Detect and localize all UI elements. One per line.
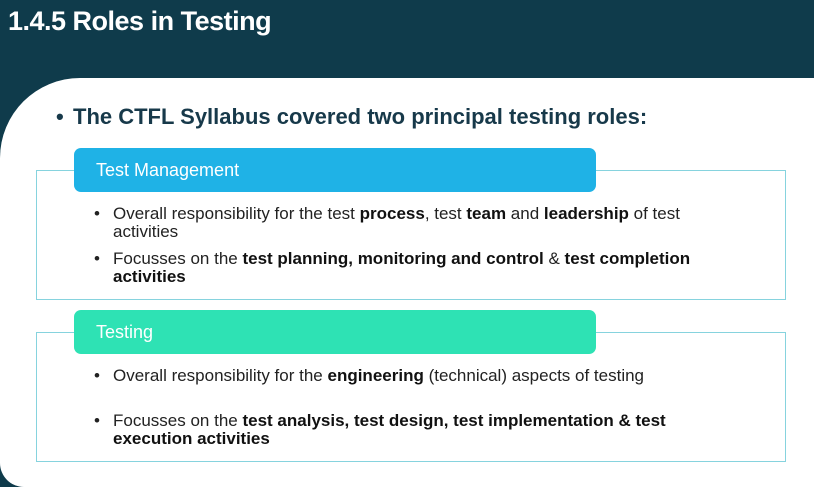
- bullet-text: , test: [424, 204, 467, 223]
- bullet-text: of test activities: [113, 204, 680, 241]
- intro-bullet: The CTFL Syllabus covered two principal …: [56, 104, 647, 130]
- bullet-text: &: [543, 249, 565, 268]
- bullet-text: Focusses on the: [113, 411, 243, 430]
- role-bullet: Overall responsibility for the engineeri…: [94, 366, 720, 386]
- bullet-text: Overall responsibility for the test: [113, 204, 360, 223]
- slide-title: 1.4.5 Roles in Testing: [8, 6, 272, 36]
- bullet-text: test analysis, test design, test impleme…: [113, 411, 666, 448]
- role-bullet: Focusses on the test planning, monitorin…: [94, 250, 720, 286]
- intro-text: The CTFL Syllabus covered two principal …: [73, 104, 648, 129]
- bullet-text: leadership: [543, 204, 629, 223]
- bullet-text: test completion activities: [113, 249, 691, 286]
- bullet-text: engineering: [327, 366, 424, 385]
- role-label: Test Management: [74, 148, 596, 192]
- bullet-text: Focusses on the: [113, 249, 243, 268]
- bullet-text: process: [359, 204, 425, 223]
- bullet-text: Overall responsibility for the: [113, 366, 328, 385]
- role-bullet: Focusses on the test analysis, test desi…: [94, 412, 720, 448]
- role-bullet: Overall responsibility for the test proc…: [94, 205, 720, 241]
- role-label: Testing: [74, 310, 596, 354]
- bullet-text: test planning, monitoring and control: [242, 249, 544, 268]
- bullet-text: team: [466, 204, 507, 223]
- bullet-text: (technical) aspects of testing: [423, 366, 645, 385]
- bullet-text: and: [506, 204, 544, 223]
